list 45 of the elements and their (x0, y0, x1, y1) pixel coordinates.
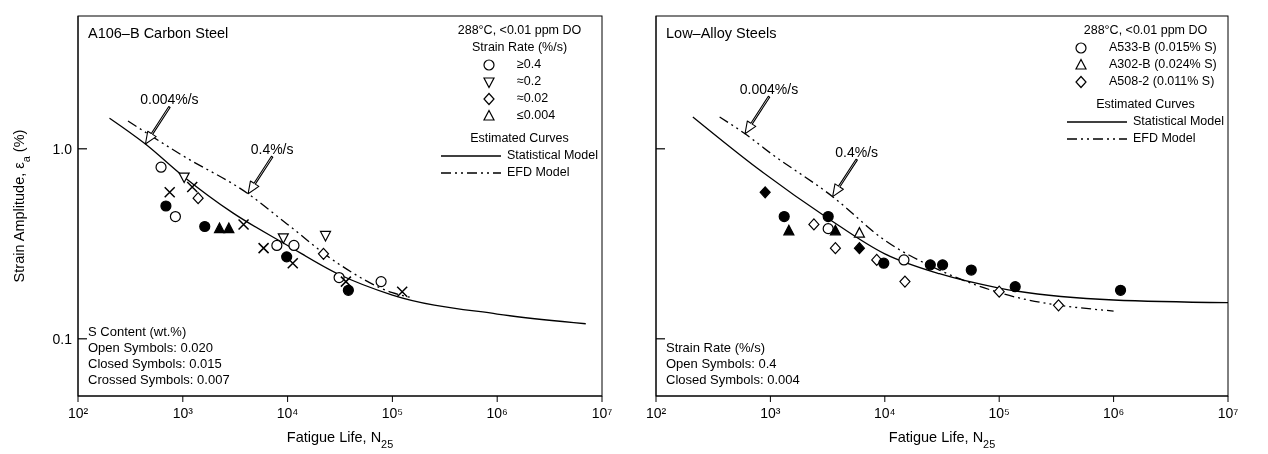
annotation: Open Symbols: 0.020 (88, 340, 214, 355)
x-axis-title: Fatigue Life, N$_{25}$ (888, 429, 996, 450)
x-tick-label: 10³ (172, 405, 194, 421)
x-tick-label: 10⁵ (381, 405, 404, 421)
legend-label: ≥0.4 (516, 56, 542, 73)
legend-label: A533-B (0.015% S) (1108, 39, 1217, 56)
legend-title: Strain Rate (%/s) (470, 39, 569, 56)
annotation: Crossed Symbols: 0.007 (88, 372, 230, 387)
annotation: 0.4%/s (250, 140, 294, 157)
legend-label: ≤0.004 (516, 107, 556, 124)
legend-label: Statistical Model (506, 147, 598, 164)
annotation: S Content (wt.%) (88, 324, 187, 339)
text: 288°C, <0.01 ppm DO (456, 22, 583, 39)
annotation: Open Symbols: 0.4 (666, 356, 777, 371)
x-tick-label: 10⁵ (988, 405, 1010, 421)
x-tick-label: 10² (645, 405, 667, 421)
x-axis-title: Fatigue Life, N$_{25}$ (286, 429, 394, 450)
legend-label: EFD Model (1132, 130, 1196, 147)
legend-label: Statistical Model (1132, 113, 1224, 130)
annotation: Estimated Curves (469, 130, 570, 147)
text: A106–B Carbon Steel (88, 25, 229, 41)
annotation: 0.004%/s (739, 80, 799, 97)
legend-label: EFD Model (506, 164, 570, 181)
x-tick-label: 10⁷ (1217, 405, 1239, 421)
x-tick-label: 10⁴ (874, 405, 896, 421)
x-tick-label: 10⁴ (276, 405, 299, 421)
legend-label: A508-2 (0.011% S) (1108, 73, 1215, 90)
text: Low–Alloy Steels (666, 25, 777, 41)
annotation: Strain Rate (%/s) (666, 340, 765, 355)
legend-label: A302-B (0.024% S) (1108, 56, 1217, 73)
annotation: Estimated Curves (1095, 96, 1196, 113)
legend-label: ≈0.02 (516, 90, 549, 107)
annotation: Closed Symbols: 0.015 (88, 356, 222, 371)
x-tick-label: 10³ (760, 405, 781, 421)
x-tick-label: 10⁶ (486, 405, 508, 421)
x-tick-label: 10² (67, 405, 89, 421)
y-tick-label: 0.1 (52, 330, 73, 347)
legend-label: ≈0.2 (516, 73, 542, 90)
x-tick-label: 10⁷ (591, 405, 613, 421)
x-tick-label: 10⁶ (1102, 405, 1125, 421)
y-tick-label: 1.0 (52, 140, 73, 157)
annotation: 0.004%/s (140, 91, 199, 107)
annotation: 0.4%/s (835, 143, 879, 160)
annotation: Closed Symbols: 0.004 (666, 372, 800, 387)
text: 288°C, <0.01 ppm DO (1082, 22, 1209, 39)
